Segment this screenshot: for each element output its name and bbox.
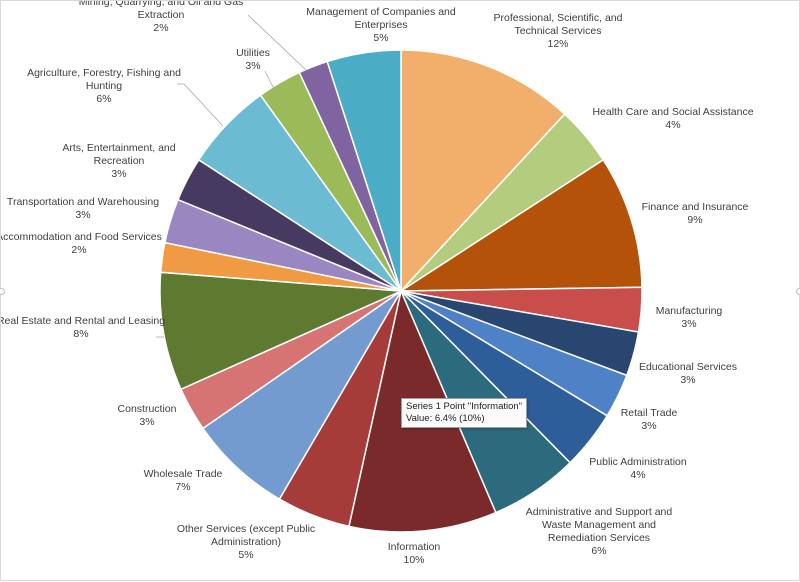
slice-label-name: Information: [388, 541, 441, 553]
slice-label-name: Waste Management and: [542, 519, 656, 531]
leader-line: [177, 83, 224, 127]
slice-label-percent: 3%: [681, 318, 696, 330]
slice-label-percent: 4%: [630, 469, 645, 481]
slice-label-percent: 9%: [687, 214, 702, 226]
pie-slice[interactable]: [326, 49, 402, 292]
pie-slice[interactable]: [398, 158, 643, 292]
slice-label-name: Management of Companies and: [306, 6, 456, 18]
tooltip-value: Value: 6.4% (10%): [406, 413, 485, 424]
slice-label: Professional, Scientific, and Technical S…: [494, 12, 623, 50]
slice-label-percent: 3%: [641, 420, 656, 432]
slice-label-percent: 3%: [245, 60, 260, 72]
data-point-tooltip: Series 1 Point "Information" Value: 6.4%…: [401, 398, 528, 428]
slice-label: Educational Services 3%: [639, 361, 737, 386]
slice-label-name: Accommodation and Food Services: [1, 231, 162, 243]
slice-label-name: Administrative and Support and: [526, 506, 673, 518]
slice-label-percent: 3%: [139, 416, 154, 428]
slice-label-percent: 2%: [153, 22, 168, 34]
chart-resize-handle-left[interactable]: [0, 288, 5, 295]
tooltip-series-point: Series 1 Point "Information": [406, 401, 523, 412]
slice-label-name: Other Services (except Public: [177, 523, 315, 535]
slice-label-percent: 6%: [96, 93, 111, 105]
pie-slice[interactable]: [400, 49, 566, 293]
slice-label: Public Administration 4%: [589, 456, 687, 481]
slice-label-name: Enterprises: [354, 19, 407, 31]
slice-label-name: Utilities: [236, 47, 270, 59]
slice-label: Retail Trade 3%: [621, 407, 678, 432]
slice-label: Mining, Quarrying, and Oil and Gas Extrac…: [79, 1, 244, 34]
slice-label-name: Wholesale Trade: [144, 468, 223, 480]
slice-label: Administrative and Support and Waste Mana…: [526, 506, 673, 557]
slice-label-name: Educational Services: [639, 361, 737, 373]
slice-label-name: Remediation Services: [548, 532, 650, 544]
slice-label-name: Transportation and Warehousing: [7, 196, 159, 208]
leader-line: [247, 14, 307, 71]
pie-slice[interactable]: [201, 290, 402, 501]
slice-label-name: Real Estate and Rental and Leasing: [1, 315, 165, 327]
slice-label: Management of Companies and Enterprises 5%: [306, 6, 456, 44]
slice-label-percent: 5%: [238, 549, 253, 561]
slice-label: Wholesale Trade 7%: [144, 468, 223, 493]
slice-label-percent: 4%: [665, 119, 680, 131]
slice-label-name: Agriculture, Forestry, Fishing and: [27, 67, 181, 79]
slice-label: Information 10%: [388, 541, 441, 566]
slice-label: Manufacturing 3%: [656, 305, 723, 330]
pie-slice[interactable]: [159, 271, 402, 391]
slice-label: Real Estate and Rental and Leasing 8%: [1, 315, 165, 340]
slice-label-name: Extraction: [138, 9, 185, 21]
slice-label-percent: 3%: [75, 209, 90, 221]
slice-label-percent: 8%: [73, 328, 88, 340]
slice-label: Arts, Entertainment, and Recreation 3%: [62, 142, 175, 180]
slice-label-percent: 3%: [111, 168, 126, 180]
leader-line: [264, 70, 280, 100]
slice-label-name: Recreation: [94, 155, 145, 167]
chart-resize-handle-right[interactable]: [796, 288, 800, 295]
slice-label-percent: 3%: [680, 374, 695, 386]
slice-label-name: Public Administration: [589, 456, 687, 468]
slice-label: Construction 3%: [118, 403, 177, 428]
slice-label-name: Administration): [211, 536, 281, 548]
slice-label: Accommodation and Food Services 2%: [1, 231, 162, 256]
slice-label-name: Manufacturing: [656, 305, 723, 317]
slice-label-name: Construction: [118, 403, 177, 415]
slice-label-name: Mining, Quarrying, and Oil and Gas: [79, 1, 244, 8]
slice-label: Transportation and Warehousing 3%: [7, 196, 159, 221]
slice-label-percent: 6%: [591, 545, 606, 557]
slice-label-name: Hunting: [86, 80, 122, 92]
slice-label-percent: 10%: [403, 554, 424, 566]
slice-label-percent: 7%: [175, 481, 190, 493]
slice-label: Agriculture, Forestry, Fishing and Huntin…: [27, 67, 181, 105]
slice-label-name: Health Care and Social Assistance: [592, 106, 753, 118]
slice-label-name: Professional, Scientific, and: [494, 12, 623, 24]
slice-label: Other Services (except Public Administrat…: [177, 523, 315, 561]
slice-label-percent: 12%: [547, 38, 568, 50]
slice-label-name: Retail Trade: [621, 407, 678, 419]
slice-label-name: Technical Services: [515, 25, 602, 37]
slice-label-name: Finance and Insurance: [642, 201, 749, 213]
slice-label-name: Arts, Entertainment, and: [62, 142, 175, 154]
slice-label: Utilities 3%: [236, 47, 270, 72]
slice-label: Finance and Insurance 9%: [642, 201, 749, 226]
slice-label-percent: 5%: [373, 32, 388, 44]
slice-label-percent: 2%: [71, 244, 86, 256]
slice-label: Health Care and Social Assistance 4%: [592, 106, 753, 131]
